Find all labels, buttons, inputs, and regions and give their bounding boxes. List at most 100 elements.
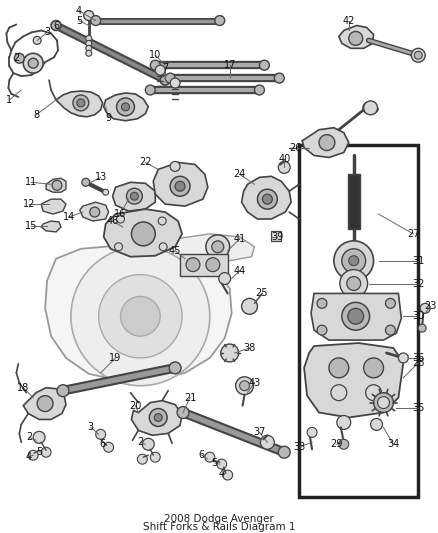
Circle shape [329, 358, 349, 378]
Circle shape [121, 103, 130, 111]
Circle shape [206, 235, 230, 259]
Bar [348, 174, 360, 229]
Text: 4: 4 [219, 469, 225, 479]
Circle shape [342, 302, 370, 330]
Text: 39: 39 [271, 232, 283, 242]
Circle shape [274, 73, 284, 83]
Text: 1: 1 [6, 95, 12, 105]
Circle shape [33, 36, 41, 44]
Polygon shape [46, 179, 66, 192]
Text: 36: 36 [412, 353, 424, 363]
Text: Shift Forks & Rails Diagram 1: Shift Forks & Rails Diagram 1 [142, 522, 295, 531]
Circle shape [331, 385, 347, 401]
Circle shape [258, 189, 277, 209]
Circle shape [170, 161, 180, 172]
Circle shape [221, 344, 239, 362]
Polygon shape [302, 128, 349, 157]
Circle shape [411, 49, 425, 62]
Polygon shape [155, 234, 254, 263]
Text: 6: 6 [199, 450, 205, 460]
Text: 5: 5 [36, 447, 42, 457]
Text: 29: 29 [331, 439, 343, 449]
Text: 2: 2 [26, 432, 32, 442]
Text: 3: 3 [88, 423, 94, 432]
Circle shape [131, 192, 138, 200]
Circle shape [28, 450, 38, 460]
Circle shape [337, 416, 351, 430]
Circle shape [307, 427, 317, 438]
Circle shape [170, 176, 190, 196]
Text: 27: 27 [407, 229, 420, 239]
Circle shape [145, 85, 155, 95]
Polygon shape [80, 202, 109, 221]
Polygon shape [153, 163, 208, 206]
Text: 28: 28 [412, 358, 424, 368]
Circle shape [175, 181, 185, 191]
Circle shape [51, 21, 61, 30]
Circle shape [91, 15, 101, 26]
Circle shape [339, 439, 349, 449]
Text: 9: 9 [106, 113, 112, 123]
Text: 12: 12 [23, 199, 35, 209]
Polygon shape [104, 209, 182, 257]
Circle shape [242, 298, 258, 314]
Circle shape [206, 258, 220, 272]
Circle shape [254, 85, 265, 95]
Circle shape [28, 58, 38, 68]
Circle shape [120, 296, 160, 336]
Circle shape [262, 194, 272, 204]
Circle shape [212, 241, 224, 253]
Circle shape [378, 397, 389, 409]
Circle shape [86, 35, 92, 42]
Text: 6: 6 [99, 439, 106, 449]
Circle shape [205, 452, 215, 462]
Text: 21: 21 [184, 393, 196, 402]
Polygon shape [304, 343, 403, 417]
Bar [272, 231, 281, 241]
Circle shape [418, 324, 426, 332]
Text: 31: 31 [412, 256, 424, 265]
Bar [299, 144, 418, 497]
Text: 11: 11 [25, 177, 37, 187]
Polygon shape [339, 26, 374, 49]
Circle shape [366, 385, 381, 401]
Circle shape [90, 207, 100, 217]
Text: 16: 16 [114, 209, 127, 219]
Circle shape [149, 409, 167, 426]
Circle shape [37, 395, 53, 411]
Text: 17: 17 [223, 60, 236, 70]
Text: 18: 18 [17, 383, 29, 393]
Circle shape [364, 101, 378, 115]
Polygon shape [131, 401, 182, 435]
Circle shape [104, 442, 113, 452]
Text: 38: 38 [244, 343, 256, 353]
Polygon shape [104, 93, 148, 121]
Circle shape [215, 15, 225, 26]
Circle shape [117, 215, 124, 223]
Text: 26: 26 [289, 142, 301, 152]
Circle shape [102, 189, 109, 195]
Text: 2008 Dodge Avenger: 2008 Dodge Avenger [164, 514, 274, 524]
Circle shape [177, 407, 189, 418]
Circle shape [73, 95, 89, 111]
Text: 15: 15 [25, 221, 37, 231]
Circle shape [115, 243, 123, 251]
Text: 46: 46 [106, 216, 119, 226]
Circle shape [223, 470, 233, 480]
Circle shape [150, 60, 160, 70]
Polygon shape [23, 387, 66, 419]
Polygon shape [242, 176, 291, 219]
Circle shape [278, 446, 290, 458]
Circle shape [385, 325, 396, 335]
Text: 19: 19 [110, 353, 122, 363]
Circle shape [374, 393, 393, 413]
Text: 45: 45 [169, 246, 181, 256]
Circle shape [342, 249, 366, 272]
Circle shape [259, 60, 269, 70]
Circle shape [347, 277, 360, 290]
Circle shape [82, 179, 90, 186]
Text: 7: 7 [162, 63, 168, 73]
Text: 34: 34 [387, 439, 399, 449]
Circle shape [340, 270, 367, 297]
Circle shape [170, 78, 180, 88]
